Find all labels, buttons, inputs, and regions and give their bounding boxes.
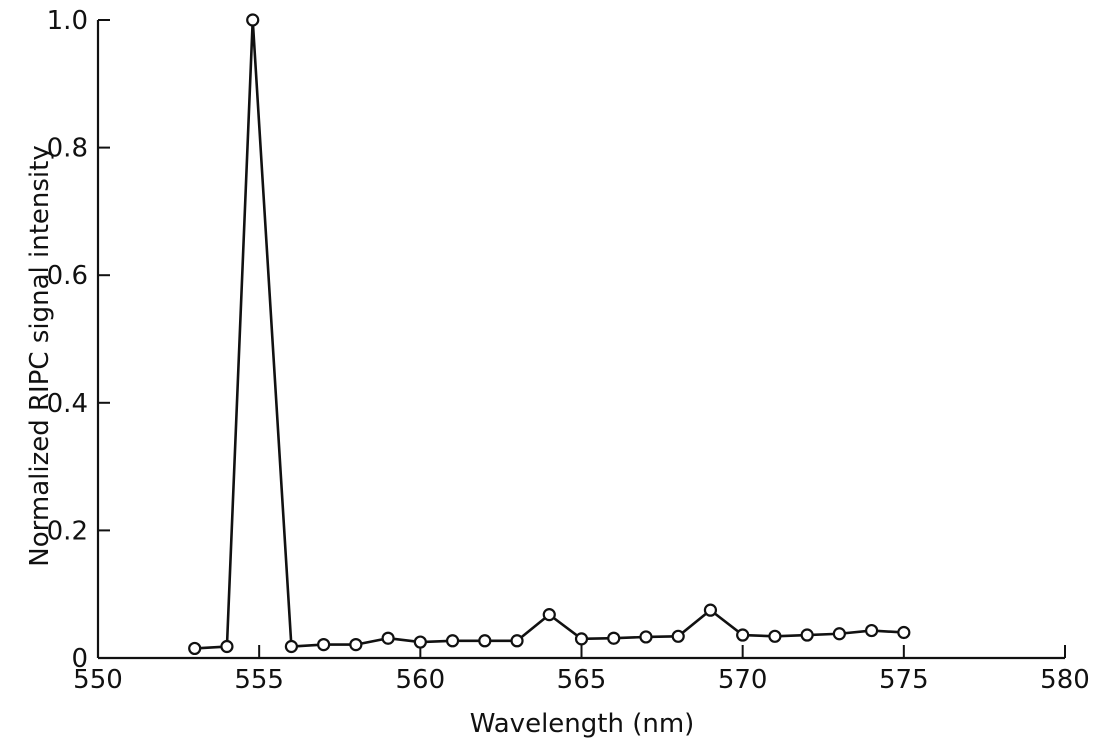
x-tick-label: 560 xyxy=(396,665,446,695)
data-series xyxy=(188,13,911,656)
y-axis-ticks: 0 0.2 0.4 0.6 0.8 1.0 xyxy=(47,6,110,674)
data-point xyxy=(832,627,846,641)
x-axis-title: Wavelength (nm) xyxy=(470,709,695,739)
data-point xyxy=(703,603,718,617)
data-point xyxy=(478,634,492,648)
data-point xyxy=(188,641,202,656)
data-point xyxy=(510,634,524,648)
y-tick-label: 0.6 xyxy=(47,261,88,291)
data-point xyxy=(381,631,395,645)
data-point xyxy=(897,625,911,640)
data-point xyxy=(284,639,298,654)
data-point xyxy=(671,629,685,643)
series-line xyxy=(194,18,904,650)
data-point xyxy=(639,630,653,644)
y-tick-label: 0.8 xyxy=(47,134,88,164)
data-point xyxy=(800,628,814,642)
y-tick-label: 0 xyxy=(71,644,88,674)
data-point xyxy=(542,608,556,622)
data-point xyxy=(736,628,750,642)
x-tick-label: 565 xyxy=(557,665,607,695)
y-tick-label: 0.4 xyxy=(47,389,88,419)
data-point xyxy=(349,638,363,652)
y-axis-title: Normalized RIPC signal intensity xyxy=(25,145,55,566)
x-tick-label: 570 xyxy=(718,665,768,695)
y-tick-label: 0.2 xyxy=(47,516,88,546)
data-point xyxy=(445,634,460,648)
data-point xyxy=(574,632,589,646)
data-point xyxy=(220,639,234,654)
data-point xyxy=(246,13,260,27)
data-point xyxy=(317,638,331,652)
y-tick-label: 1.0 xyxy=(47,6,88,36)
data-point xyxy=(864,623,879,638)
x-tick-label: 550 xyxy=(73,665,123,695)
x-tick-label: 575 xyxy=(879,665,929,695)
data-point xyxy=(413,635,427,649)
x-tick-label: 580 xyxy=(1040,665,1090,695)
data-point xyxy=(607,631,621,645)
x-tick-label: 555 xyxy=(234,665,284,695)
x-axis-ticks: 550 555 560 565 570 575 580 xyxy=(73,645,1090,695)
data-point xyxy=(768,629,782,643)
